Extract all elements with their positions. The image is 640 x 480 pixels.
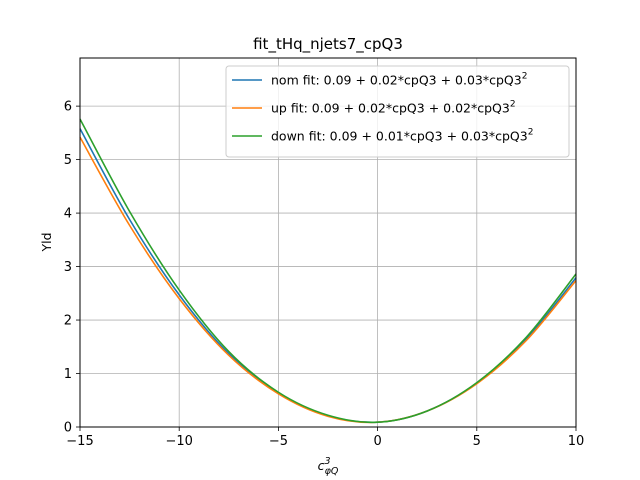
x-tick-label: −15 [66,434,93,449]
legend-label-sup-0: 2 [522,72,528,82]
plot-frame [79,57,577,428]
y-tick-label: 5 [64,153,72,168]
x-tick-label: −10 [165,434,192,449]
y-tick-label: 1 [64,367,72,382]
ticks: −15 −10 −5 0 5 10 0 1 2 3 4 5 6 [64,100,585,449]
legend: nom fit: 0.09 + 0.02*cpQ3 + 0.03*cpQ32up… [225,65,570,158]
y-axis-label: Yld [39,232,54,252]
legend-box [225,65,570,158]
plot-lines [79,118,577,424]
y-tick-label: 6 [64,100,72,115]
legend-label-0: nom fit: 0.09 + 0.02*cpQ3 + 0.03*cpQ32 [271,72,527,88]
x-tick-label: 0 [373,434,381,449]
x-axis-label-sup: 3 [325,456,331,467]
x-tick-label: −5 [269,434,288,449]
legend-label-text-2: down fit: 0.09 + 0.01*cpQ3 + 0.03*cpQ3 [271,129,528,144]
legend-label-1: up fit: 0.09 + 0.02*cpQ3 + 0.02*cpQ32 [271,100,516,116]
x-tick-label: 10 [568,434,585,449]
series-line-2 [79,118,577,424]
series-line-1 [79,136,577,424]
legend-label-text-0: nom fit: 0.09 + 0.02*cpQ3 + 0.03*cpQ3 [271,73,522,88]
legend-label-sup-1: 2 [510,100,516,110]
chart-title: fit_tHq_njets7_cpQ3 [253,35,403,54]
y-tick-label: 3 [64,260,72,275]
x-axis-label-base: c [318,458,325,473]
x-tick-label: 5 [473,434,481,449]
legend-label-text-1: up fit: 0.09 + 0.02*cpQ3 + 0.02*cpQ3 [271,101,510,116]
y-tick-label: 2 [64,314,72,329]
y-tick-label: 0 [64,421,72,436]
x-axis-label-sub: φQ [325,466,339,477]
y-tick-label: 4 [64,207,72,222]
x-axis-label: c3 φQ [318,456,339,477]
legend-label-sup-2: 2 [528,128,534,138]
legend-label-2: down fit: 0.09 + 0.01*cpQ3 + 0.03*cpQ32 [271,128,533,144]
